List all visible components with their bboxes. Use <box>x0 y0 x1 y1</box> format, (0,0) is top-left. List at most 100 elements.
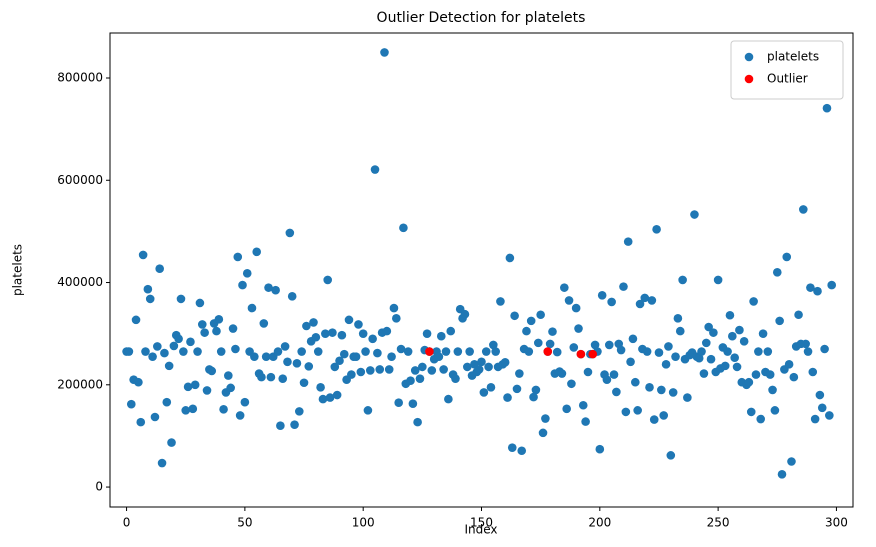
scatter-point <box>406 376 415 386</box>
scatter-point <box>649 415 659 424</box>
scatter-point <box>304 362 314 371</box>
scatter-point <box>389 303 399 313</box>
scatter-point <box>701 338 711 348</box>
scatter-point <box>562 404 571 414</box>
scatter-point <box>335 356 344 366</box>
scatter-point <box>261 352 271 361</box>
scatter-point <box>507 443 517 452</box>
scatter-point <box>576 349 586 359</box>
scatter-point <box>425 347 434 356</box>
scatter-point <box>200 328 209 337</box>
scatter-point <box>522 326 531 336</box>
scatter-point <box>678 275 687 285</box>
scatter-point <box>709 328 718 337</box>
scatter-point <box>242 269 252 278</box>
scatter-point <box>126 399 136 409</box>
scatter-point <box>657 385 666 395</box>
scatter-point <box>427 366 437 375</box>
scatter-point <box>375 365 385 374</box>
scatter-point <box>328 328 337 337</box>
legend-label: platelets <box>767 50 819 64</box>
scatter-point <box>138 250 148 260</box>
scatter-point <box>339 349 349 359</box>
scatter-point <box>813 286 822 296</box>
scatter-point <box>612 387 621 397</box>
scatter-point <box>356 367 366 377</box>
y-axis-label: platelets <box>11 244 25 296</box>
scatter-point <box>704 322 713 332</box>
scatter-point <box>370 165 380 174</box>
scatter-point <box>609 370 619 379</box>
scatter-point <box>399 223 408 233</box>
scatter-point <box>183 382 193 392</box>
scatter-point <box>510 311 519 321</box>
scatter-point <box>176 294 186 304</box>
scatter-point <box>309 318 318 327</box>
scatter-point <box>545 339 555 349</box>
scatter-point <box>292 359 302 368</box>
scatter-point <box>782 252 792 262</box>
scatter-point <box>728 331 737 341</box>
scatter-point <box>441 347 451 356</box>
scatter-point <box>181 406 191 415</box>
y-tick-label: 600000 <box>57 173 103 187</box>
scatter-point <box>621 407 631 417</box>
scatter-point <box>283 357 292 367</box>
scatter-point <box>754 347 763 356</box>
scatter-point <box>607 297 616 307</box>
scatter-point <box>193 347 202 356</box>
scatter-point <box>481 347 491 356</box>
scatter-point <box>150 412 160 422</box>
scatter-point <box>560 283 569 292</box>
scatter-point <box>444 394 453 404</box>
scatter-point <box>675 326 685 336</box>
scatter-point <box>583 367 593 377</box>
scatter-point <box>694 353 704 363</box>
scatter-point <box>486 383 496 392</box>
scatter-point <box>825 411 834 420</box>
scatter-point <box>358 329 368 338</box>
scatter-point <box>479 388 489 397</box>
scatter-point <box>619 282 628 291</box>
scatter-point <box>569 343 579 352</box>
scatter-point <box>153 342 162 351</box>
scatter-point <box>439 365 448 374</box>
scatter-point <box>543 347 553 356</box>
y-tick-label: 400000 <box>57 275 103 289</box>
scatter-point <box>396 344 406 354</box>
scatter-point <box>602 375 612 384</box>
scatter-point <box>436 331 446 341</box>
scatter-point <box>302 321 311 331</box>
scatter-point <box>311 332 321 342</box>
scatter-point <box>290 420 299 429</box>
scatter-point <box>316 383 325 392</box>
scatter-point <box>233 252 243 262</box>
scatter-point <box>623 237 633 246</box>
scatter-point <box>640 293 650 303</box>
scatter-point <box>749 297 758 306</box>
scatter-point <box>278 374 288 383</box>
scatter-point <box>787 457 796 466</box>
scatter-point <box>503 393 512 402</box>
scatter-point <box>410 366 420 375</box>
scatter-point <box>179 347 188 356</box>
scatter-point <box>668 388 678 397</box>
scatter-point <box>777 469 787 479</box>
scatter-point <box>143 284 153 294</box>
scatter-point <box>216 347 226 356</box>
y-tick-label: 800000 <box>57 70 103 84</box>
scatter-point <box>697 347 706 356</box>
scatter-point <box>212 326 221 336</box>
scatter-point <box>415 374 425 383</box>
scatter-point <box>344 315 354 325</box>
scatter-point <box>801 339 810 349</box>
scatter-point <box>413 417 422 427</box>
scatter-point <box>231 344 240 354</box>
scatter-point <box>190 380 200 390</box>
scatter-point <box>765 370 775 379</box>
scatter-point <box>654 348 664 357</box>
scatter-point <box>794 310 803 320</box>
scatter-point <box>739 337 749 346</box>
scatter-point <box>418 362 427 372</box>
scatter-point <box>664 342 673 351</box>
